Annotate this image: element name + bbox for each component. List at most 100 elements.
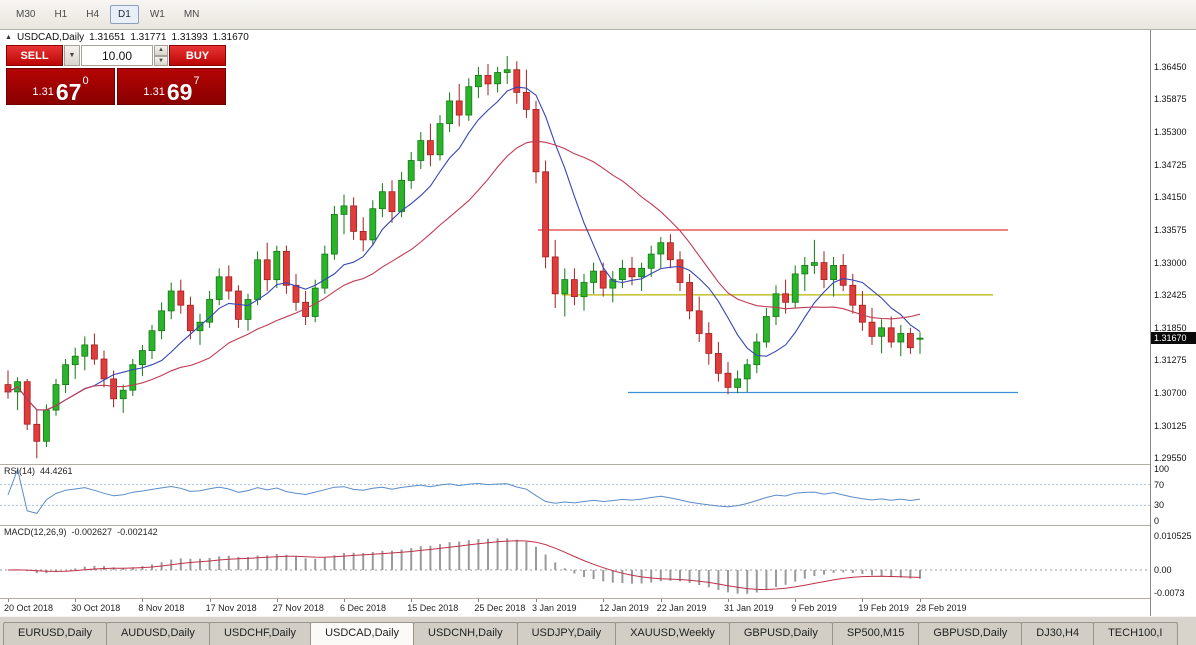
date-axis-label: 12 Jan 2019	[599, 603, 649, 613]
timeframe-button-m30[interactable]: M30	[16, 9, 36, 20]
chart-tab-usdcnh-daily[interactable]: USDCNH,Daily	[413, 622, 518, 645]
macd-signal-line	[7, 540, 921, 591]
date-tick	[478, 599, 480, 602]
sell-price-display[interactable]: 1.31 67 0	[6, 68, 115, 105]
buy-price-base: 1.31	[143, 86, 165, 98]
date-tick	[862, 599, 864, 602]
chart-tab-sp500-m15[interactable]: SP500,M15	[831, 622, 920, 645]
rsi-indicator-label: RSI(14) 44.4261	[4, 466, 73, 476]
rsi-value: 44.4261	[40, 466, 73, 476]
macd-axis-label: -0.0073	[1154, 588, 1185, 599]
timeframe-button-h4[interactable]: H4	[86, 9, 100, 20]
candles-layer	[4, 56, 924, 459]
volume-input[interactable]: 10.00	[81, 45, 153, 66]
chart-region: ▲ USDCAD,Daily 1.31651 1.31771 1.31393 1…	[0, 30, 1196, 616]
rsi-chart-canvas[interactable]	[0, 465, 1150, 525]
timeframe-button-d1[interactable]: D1	[110, 5, 139, 24]
timeframe-toolbar: M30 H1 H4 D1 W1 MN	[0, 0, 1196, 30]
price-axis-label: 1.33000	[1154, 257, 1187, 268]
rsi-pane: RSI(14) 44.4261	[0, 465, 1150, 525]
rsi-line	[7, 467, 921, 514]
macd-chart-canvas[interactable]	[0, 526, 1150, 598]
price-axis-label: 1.29550	[1154, 453, 1187, 464]
price-axis-label: 1.35300	[1154, 127, 1187, 138]
date-tick	[276, 599, 278, 602]
macd-svg	[0, 538, 1150, 594]
date-tick	[411, 599, 413, 602]
sell-price-base: 1.31	[32, 86, 54, 98]
price-axis[interactable]: 1.31670 1.36450 1.35875 1.35300 1.34725 1.34…	[1150, 30, 1196, 616]
ma-fast-line	[7, 86, 921, 411]
chart-tab-xauusd-weekly[interactable]: XAUUSD,Weekly	[615, 622, 730, 645]
pane-splitter[interactable]	[0, 464, 1150, 465]
date-axis[interactable]: 20 Oct 2018 30 Oct 2018 8 Nov 2018 17 Nov 2…	[0, 598, 1150, 616]
ohlc-low: 1.31393	[171, 32, 208, 43]
price-axis-label: 1.30125	[1154, 420, 1187, 431]
chart-tab-eurusd-daily[interactable]: EURUSD,Daily	[3, 622, 107, 645]
ohlc-close: 1.31670	[212, 32, 249, 43]
one-click-trading-panel: SELL ▼ 10.00 ▲ ▼ BUY 1.31 67 0	[6, 45, 226, 105]
macd-signal-value: -0.002142	[117, 527, 158, 537]
one-click-panel-toggle-icon[interactable]: ▲	[5, 34, 12, 41]
date-axis-label: 30 Oct 2018	[71, 603, 121, 613]
macd-axis-label: 0.010525	[1154, 531, 1192, 542]
date-tick	[536, 599, 537, 602]
date-tick	[344, 599, 345, 602]
macd-indicator-label: MACD(12,26,9) -0.002627 -0.002142	[4, 527, 158, 537]
price-axis-label: 1.31850	[1154, 322, 1187, 333]
chart-tab-gbpusd-daily[interactable]: GBPUSD,Daily	[728, 622, 833, 645]
sell-button[interactable]: SELL	[6, 45, 63, 66]
price-axis-label: 1.31275	[1154, 355, 1187, 366]
chart-tab-audusd-daily[interactable]: AUDUSD,Daily	[105, 622, 210, 645]
chart-tab-bar: EURUSD,Daily AUDUSD,Daily USDCHF,Daily USDC…	[0, 616, 1196, 645]
sell-price-big: 67	[55, 78, 82, 105]
date-tick	[920, 599, 921, 602]
rsi-name: RSI(14)	[4, 466, 36, 476]
buy-price-display[interactable]: 1.31 69 7	[117, 68, 226, 105]
pane-splitter[interactable]	[0, 525, 1150, 526]
volume-increase-button[interactable]: ▲	[154, 45, 168, 56]
date-axis-label: 31 Jan 2019	[724, 603, 774, 613]
chart-tab-tech100-i[interactable]: TECH100,I	[1093, 622, 1178, 645]
date-axis-label: 28 Feb 2019	[916, 603, 967, 613]
volume-dropdown-icon[interactable]: ▼	[64, 45, 80, 66]
date-axis-label: 22 Jan 2019	[656, 603, 707, 613]
date-axis-label: 17 Nov 2018	[205, 603, 257, 613]
chart-tab-dj30-h4[interactable]: DJ30,H4	[1021, 622, 1095, 645]
timeframe-button-mn[interactable]: MN	[183, 9, 200, 20]
price-chart-canvas[interactable]	[0, 30, 1150, 464]
date-axis-label: 8 Nov 2018	[138, 603, 185, 613]
rsi-axis-label: 70	[1154, 479, 1165, 490]
price-axis-label: 1.30700	[1154, 388, 1187, 399]
rsi-axis-label: 0	[1154, 516, 1160, 526]
chart-tab-usdjpy-daily[interactable]: USDJPY,Daily	[516, 622, 617, 645]
buy-price-big: 69	[166, 78, 193, 105]
volume-decrease-button[interactable]: ▼	[154, 55, 168, 66]
rsi-axis-label: 100	[1154, 464, 1170, 474]
sell-price-sup: 0	[82, 75, 89, 87]
price-axis-label: 1.32425	[1154, 290, 1187, 301]
chart-tab-usdcad-daily[interactable]: USDCAD,Daily	[310, 622, 415, 645]
date-tick	[75, 599, 77, 602]
chart-tab-usdchf-daily[interactable]: USDCHF,Daily	[208, 622, 312, 645]
ma-slow-line	[7, 140, 921, 411]
macd-pane: MACD(12,26,9) -0.002627 -0.002142	[0, 526, 1150, 598]
date-axis-label: 19 Feb 2019	[858, 603, 909, 613]
date-tick	[142, 599, 144, 602]
timeframe-button-w1[interactable]: W1	[149, 9, 165, 20]
date-tick	[795, 599, 797, 602]
plot-column: ▲ USDCAD,Daily 1.31651 1.31771 1.31393 1…	[0, 30, 1150, 616]
chart-tab-gbpusd-daily[interactable]: GBPUSD,Daily	[918, 622, 1023, 645]
buy-button[interactable]: BUY	[169, 45, 226, 66]
macd-histogram	[16, 538, 921, 594]
timeframe-button-h1[interactable]: H1	[54, 9, 68, 20]
date-tick	[660, 599, 662, 602]
date-axis-label: 15 Dec 2018	[407, 603, 459, 613]
rsi-axis-label: 30	[1154, 500, 1165, 511]
date-tick	[603, 599, 605, 602]
macd-axis-label: 0.00	[1154, 565, 1172, 575]
date-axis-label: 3 Jan 2019	[532, 603, 577, 613]
price-axis-label: 1.34150	[1154, 192, 1187, 203]
rsi-svg	[0, 467, 1150, 514]
